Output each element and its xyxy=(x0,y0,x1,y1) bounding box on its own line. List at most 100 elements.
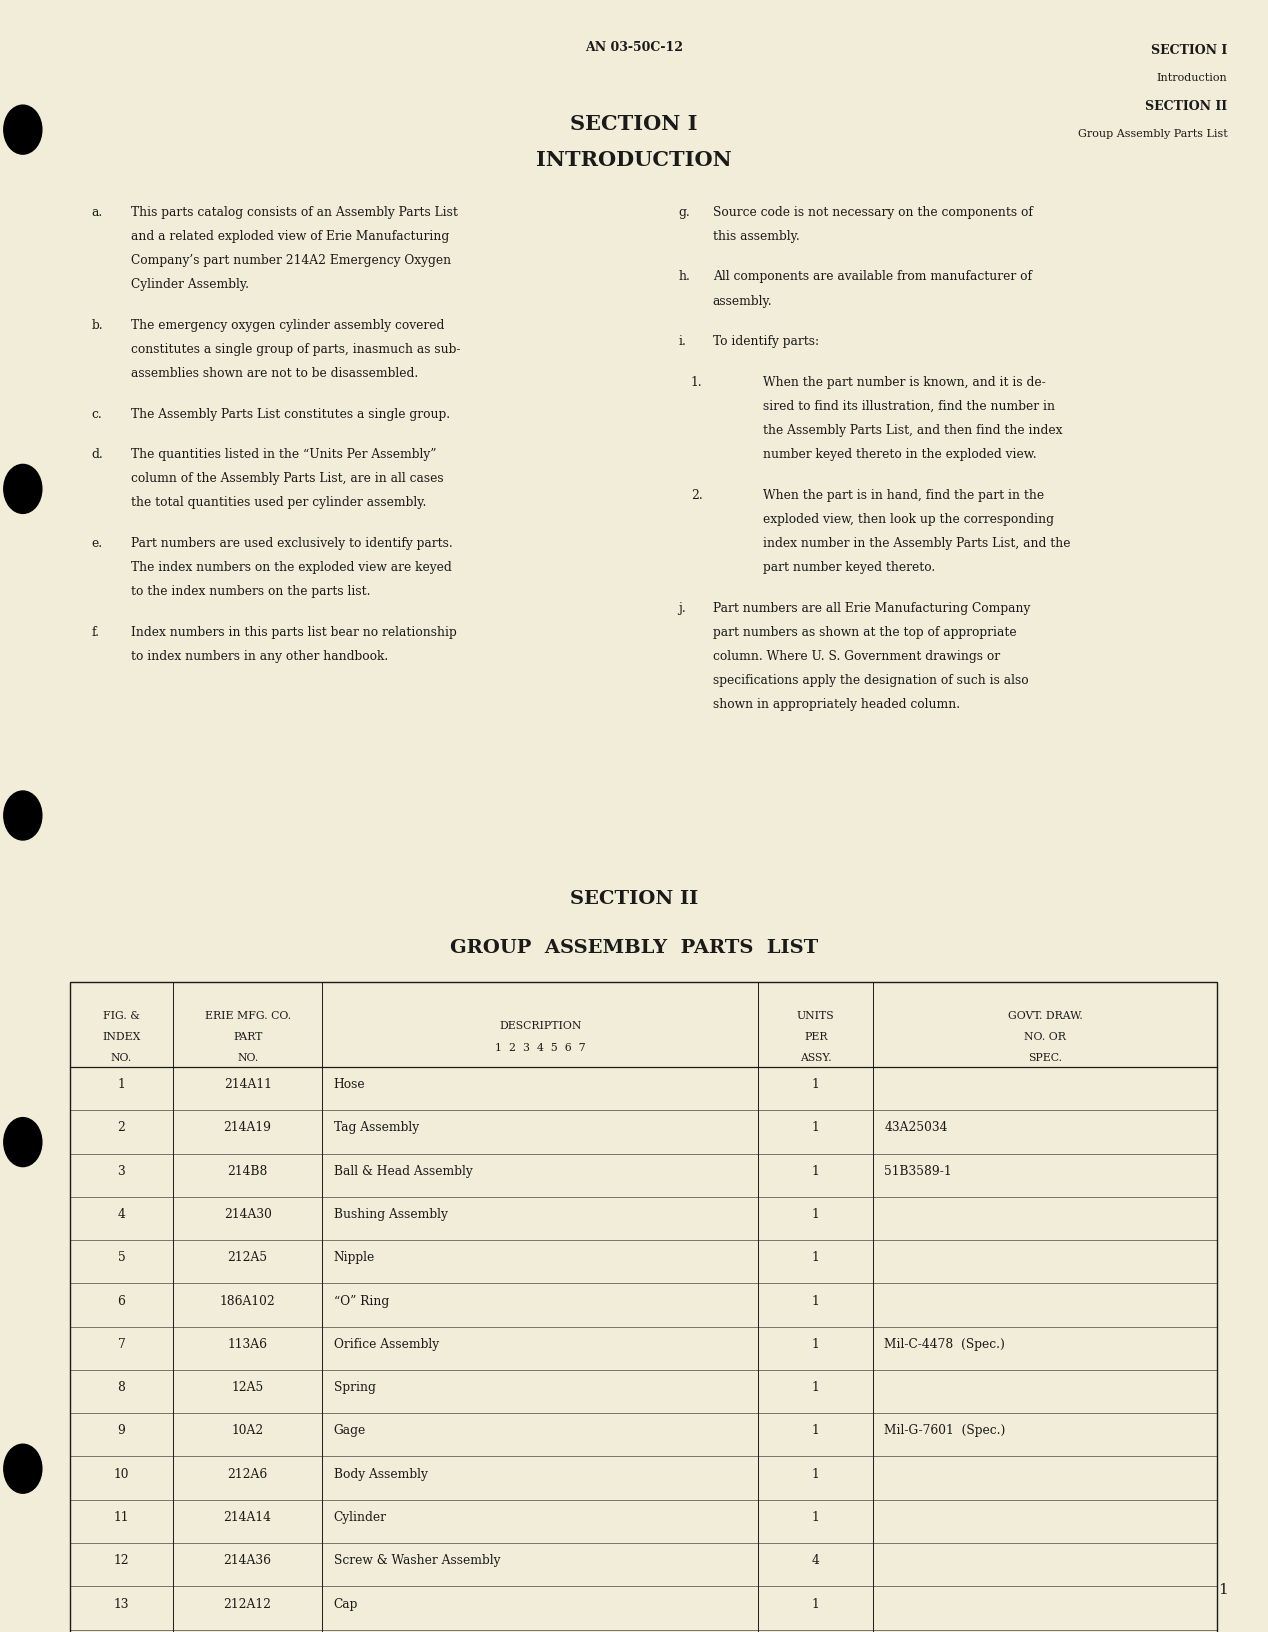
Text: i.: i. xyxy=(678,335,686,348)
Text: Part numbers are all Erie Manufacturing Company: Part numbers are all Erie Manufacturing … xyxy=(713,601,1030,614)
Text: 10A2: 10A2 xyxy=(232,1423,264,1436)
Text: 13: 13 xyxy=(114,1596,129,1609)
Text: 2.: 2. xyxy=(691,488,702,501)
Circle shape xyxy=(4,792,42,840)
Text: “O” Ring: “O” Ring xyxy=(333,1294,389,1307)
Text: 214A36: 214A36 xyxy=(223,1554,271,1567)
Text: 1: 1 xyxy=(812,1596,819,1609)
Text: b.: b. xyxy=(91,318,103,331)
Text: Part numbers are used exclusively to identify parts.: Part numbers are used exclusively to ide… xyxy=(131,537,453,550)
Text: Ball & Head Assembly: Ball & Head Assembly xyxy=(333,1164,473,1177)
Text: f.: f. xyxy=(91,625,99,638)
Text: INTRODUCTION: INTRODUCTION xyxy=(536,150,732,170)
Text: PER: PER xyxy=(804,1031,828,1041)
Text: Mil-C-4478  (Spec.): Mil-C-4478 (Spec.) xyxy=(885,1337,1006,1350)
Text: 1: 1 xyxy=(812,1077,819,1090)
Text: and a related exploded view of Erie Manufacturing: and a related exploded view of Erie Manu… xyxy=(131,230,449,243)
Text: All components are available from manufacturer of: All components are available from manufa… xyxy=(713,271,1032,284)
Text: NO.: NO. xyxy=(110,1053,132,1062)
Text: Nipple: Nipple xyxy=(333,1250,375,1263)
Text: the total quantities used per cylinder assembly.: the total quantities used per cylinder a… xyxy=(131,496,426,509)
Text: To identify parts:: To identify parts: xyxy=(713,335,819,348)
Text: Spring: Spring xyxy=(333,1381,375,1394)
Text: 1: 1 xyxy=(812,1337,819,1350)
Text: Company’s part number 214A2 Emergency Oxygen: Company’s part number 214A2 Emergency Ox… xyxy=(131,255,450,268)
Circle shape xyxy=(4,1118,42,1167)
Text: a.: a. xyxy=(91,206,103,219)
Text: The index numbers on the exploded view are keyed: The index numbers on the exploded view a… xyxy=(131,561,451,574)
Text: 1: 1 xyxy=(118,1077,126,1090)
Circle shape xyxy=(4,106,42,155)
Text: c.: c. xyxy=(91,408,101,421)
Text: d.: d. xyxy=(91,447,103,460)
Text: Source code is not necessary on the components of: Source code is not necessary on the comp… xyxy=(713,206,1032,219)
Text: Group Assembly Parts List: Group Assembly Parts List xyxy=(1078,129,1227,139)
Text: part numbers as shown at the top of appropriate: part numbers as shown at the top of appr… xyxy=(713,625,1016,638)
Text: NO. OR: NO. OR xyxy=(1025,1031,1066,1041)
Text: 8: 8 xyxy=(118,1381,126,1394)
Text: j.: j. xyxy=(678,601,686,614)
Text: column of the Assembly Parts List, are in all cases: column of the Assembly Parts List, are i… xyxy=(131,472,444,485)
Text: ASSY.: ASSY. xyxy=(800,1053,832,1062)
Text: Tag Assembly: Tag Assembly xyxy=(333,1121,418,1134)
Text: assemblies shown are not to be disassembled.: assemblies shown are not to be disassemb… xyxy=(131,367,418,380)
Text: shown in appropriately headed column.: shown in appropriately headed column. xyxy=(713,698,960,712)
Text: Gage: Gage xyxy=(333,1423,366,1436)
Text: SECTION I: SECTION I xyxy=(1151,44,1227,57)
Text: Hose: Hose xyxy=(333,1077,365,1090)
Text: constitutes a single group of parts, inasmuch as sub-: constitutes a single group of parts, ina… xyxy=(131,343,460,356)
Text: to index numbers in any other handbook.: to index numbers in any other handbook. xyxy=(131,650,388,663)
Text: 43A25034: 43A25034 xyxy=(885,1121,948,1134)
Text: 212A6: 212A6 xyxy=(227,1467,268,1480)
Text: Index numbers in this parts list bear no relationship: Index numbers in this parts list bear no… xyxy=(131,625,456,638)
Text: Screw & Washer Assembly: Screw & Washer Assembly xyxy=(333,1554,500,1567)
Text: g.: g. xyxy=(678,206,690,219)
Text: 1: 1 xyxy=(812,1510,819,1523)
Text: index number in the Assembly Parts List, and the: index number in the Assembly Parts List,… xyxy=(763,537,1071,550)
Text: to the index numbers on the parts list.: to the index numbers on the parts list. xyxy=(131,584,370,597)
Text: FIG. &: FIG. & xyxy=(103,1010,139,1020)
Text: DESCRIPTION: DESCRIPTION xyxy=(500,1022,582,1031)
Text: part number keyed thereto.: part number keyed thereto. xyxy=(763,561,936,574)
Text: 1: 1 xyxy=(812,1423,819,1436)
Text: 5: 5 xyxy=(118,1250,126,1263)
Text: 1: 1 xyxy=(812,1467,819,1480)
Text: 186A102: 186A102 xyxy=(219,1294,275,1307)
Text: 11: 11 xyxy=(114,1510,129,1523)
Text: 4: 4 xyxy=(118,1208,126,1221)
Text: GROUP  ASSEMBLY  PARTS  LIST: GROUP ASSEMBLY PARTS LIST xyxy=(450,938,818,956)
Text: 113A6: 113A6 xyxy=(228,1337,268,1350)
Text: assembly.: assembly. xyxy=(713,294,772,307)
Text: When the part number is known, and it is de-: When the part number is known, and it is… xyxy=(763,375,1046,388)
Text: ERIE MFG. CO.: ERIE MFG. CO. xyxy=(204,1010,290,1020)
Text: column. Where U. S. Government drawings or: column. Where U. S. Government drawings … xyxy=(713,650,999,663)
Text: SPEC.: SPEC. xyxy=(1028,1053,1063,1062)
Text: 3: 3 xyxy=(118,1164,126,1177)
Text: GOVT. DRAW.: GOVT. DRAW. xyxy=(1008,1010,1083,1020)
Text: e.: e. xyxy=(91,537,103,550)
Text: Mil-G-7601  (Spec.): Mil-G-7601 (Spec.) xyxy=(885,1423,1006,1436)
Text: 214A19: 214A19 xyxy=(223,1121,271,1134)
Text: 1: 1 xyxy=(812,1208,819,1221)
Text: 7: 7 xyxy=(118,1337,126,1350)
Text: 1: 1 xyxy=(1217,1581,1227,1596)
Text: 1: 1 xyxy=(812,1121,819,1134)
Text: NO.: NO. xyxy=(237,1053,259,1062)
Text: AN 03-50C-12: AN 03-50C-12 xyxy=(585,41,683,54)
Text: When the part is in hand, find the part in the: When the part is in hand, find the part … xyxy=(763,488,1045,501)
Text: this assembly.: this assembly. xyxy=(713,230,799,243)
Text: UNITS: UNITS xyxy=(796,1010,834,1020)
Text: Cylinder: Cylinder xyxy=(333,1510,387,1523)
Text: The quantities listed in the “Units Per Assembly”: The quantities listed in the “Units Per … xyxy=(131,447,436,460)
Text: INDEX: INDEX xyxy=(103,1031,141,1041)
Text: 2: 2 xyxy=(118,1121,126,1134)
Text: 212A5: 212A5 xyxy=(227,1250,268,1263)
Text: 1.: 1. xyxy=(691,375,702,388)
Text: 214A30: 214A30 xyxy=(223,1208,271,1221)
Text: 214A11: 214A11 xyxy=(223,1077,271,1090)
Circle shape xyxy=(4,1444,42,1493)
Text: 214A14: 214A14 xyxy=(223,1510,271,1523)
Text: h.: h. xyxy=(678,271,690,284)
Text: exploded view, then look up the corresponding: exploded view, then look up the correspo… xyxy=(763,512,1054,526)
Text: 51B3589-1: 51B3589-1 xyxy=(885,1164,952,1177)
